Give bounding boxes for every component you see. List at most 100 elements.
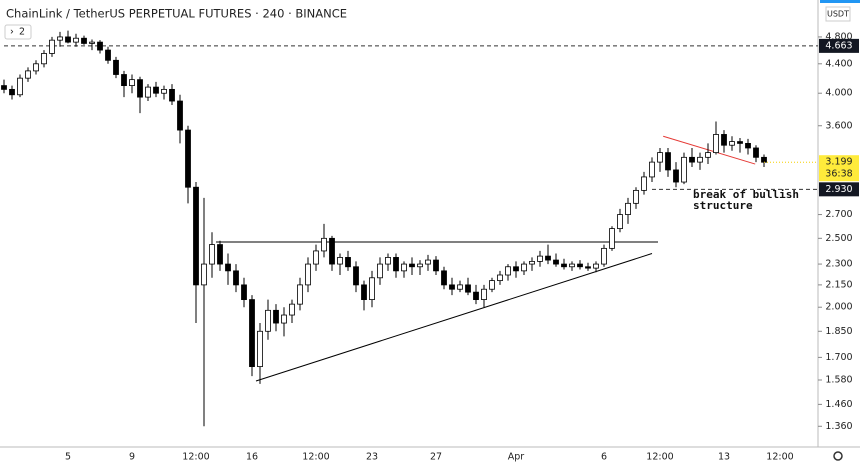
candle-body (465, 284, 471, 293)
x-tick-label: 12:00 (182, 452, 209, 463)
candle-body (705, 152, 711, 158)
candle-body (721, 134, 727, 146)
candle-body (737, 141, 743, 144)
candle-body (441, 270, 447, 286)
x-tick-label: 16 (246, 452, 258, 463)
candle-body (489, 280, 495, 290)
y-tick-label: 4.400 (825, 58, 852, 69)
candle-body (513, 266, 519, 272)
candle-body (225, 263, 231, 272)
x-tick-label: 9 (129, 452, 135, 463)
candle-body (305, 263, 311, 286)
candle-body (545, 255, 551, 261)
chart-title: ChainLink / TetherUS PERPETUAL FUTURES ·… (6, 7, 347, 21)
candle-body (745, 142, 751, 149)
candle-body (73, 37, 79, 43)
candle-body (241, 284, 247, 300)
x-tick-label: 12:00 (302, 452, 329, 463)
candle-body (593, 263, 599, 269)
candle-body (177, 100, 183, 131)
candle-body (417, 263, 423, 268)
candle-body (337, 257, 343, 265)
candle-body (217, 244, 223, 265)
candle-body (689, 156, 695, 163)
candle-body (41, 53, 47, 65)
candle-body (625, 202, 631, 215)
candle-body (657, 152, 663, 163)
candle-body (553, 259, 559, 265)
candle-body (401, 263, 407, 272)
candle-body (457, 284, 463, 290)
candle-body (761, 156, 767, 163)
last-price: 3.199 (825, 157, 852, 168)
countdown: 36:38 (825, 169, 852, 180)
candle-body (601, 247, 607, 265)
candle-body (649, 161, 655, 178)
candle-body (393, 257, 399, 272)
y-tick-label: 1.360 (825, 421, 852, 432)
x-tick-label: 5 (65, 452, 71, 463)
candle-body (713, 134, 719, 154)
candle-body (153, 86, 159, 94)
candle-body (345, 257, 351, 268)
candle-body (105, 49, 111, 61)
candle-body (425, 259, 431, 265)
y-tick-label: 2.150 (825, 279, 852, 290)
candle-body (665, 152, 671, 171)
candle-body (265, 309, 271, 332)
candle-body (753, 147, 759, 158)
candle-body (569, 263, 575, 268)
candle-body (529, 260, 535, 265)
candle-body (505, 266, 511, 276)
level-label: 4.663 (825, 40, 852, 51)
candle-body (681, 156, 687, 183)
candle-body (585, 266, 591, 269)
candle-body (577, 263, 583, 268)
candle-body (257, 330, 263, 368)
candle-body (497, 274, 503, 282)
candle-body (185, 129, 191, 188)
candle-body (233, 270, 239, 286)
currency: USDT (827, 10, 849, 19)
trend-line (663, 135, 756, 165)
settings-icon[interactable] (833, 451, 843, 461)
candle-body (97, 41, 103, 51)
candle-body (209, 244, 215, 265)
candle-body (249, 299, 255, 368)
candle-body (673, 169, 679, 183)
candle-body (409, 263, 415, 268)
x-tick-label: 12:00 (766, 452, 793, 463)
candle-body (353, 266, 359, 286)
y-tick-label: 1.850 (825, 326, 852, 337)
candle-body (289, 303, 295, 316)
candle-body (617, 214, 623, 230)
candle-body (697, 156, 703, 163)
currency-box (825, 6, 851, 22)
candle-body (9, 88, 15, 96)
candle-body (89, 41, 95, 44)
candle-body (321, 237, 327, 252)
candle-body (25, 70, 31, 79)
candle-body (81, 37, 87, 44)
candle-body (121, 74, 127, 86)
candle-body (145, 86, 151, 98)
candle-body (169, 88, 175, 102)
candle-body (281, 314, 287, 324)
candle-body (17, 77, 23, 96)
candle-body (449, 284, 455, 290)
candle-body (193, 186, 199, 286)
candle-body (537, 255, 543, 262)
candle-body (641, 176, 647, 191)
candle-body (329, 237, 335, 265)
annotation: structure (693, 199, 753, 212)
y-tick-label: 1.700 (825, 352, 852, 363)
collapse-button[interactable] (4, 24, 32, 40)
top-accent (820, 0, 860, 3)
candle-body (377, 263, 383, 279)
x-tick-label: 23 (366, 452, 378, 463)
candle-body (369, 277, 375, 300)
candle-body (137, 79, 143, 98)
y-tick-label: 1.580 (825, 374, 852, 385)
button-count: 2 (19, 27, 25, 38)
